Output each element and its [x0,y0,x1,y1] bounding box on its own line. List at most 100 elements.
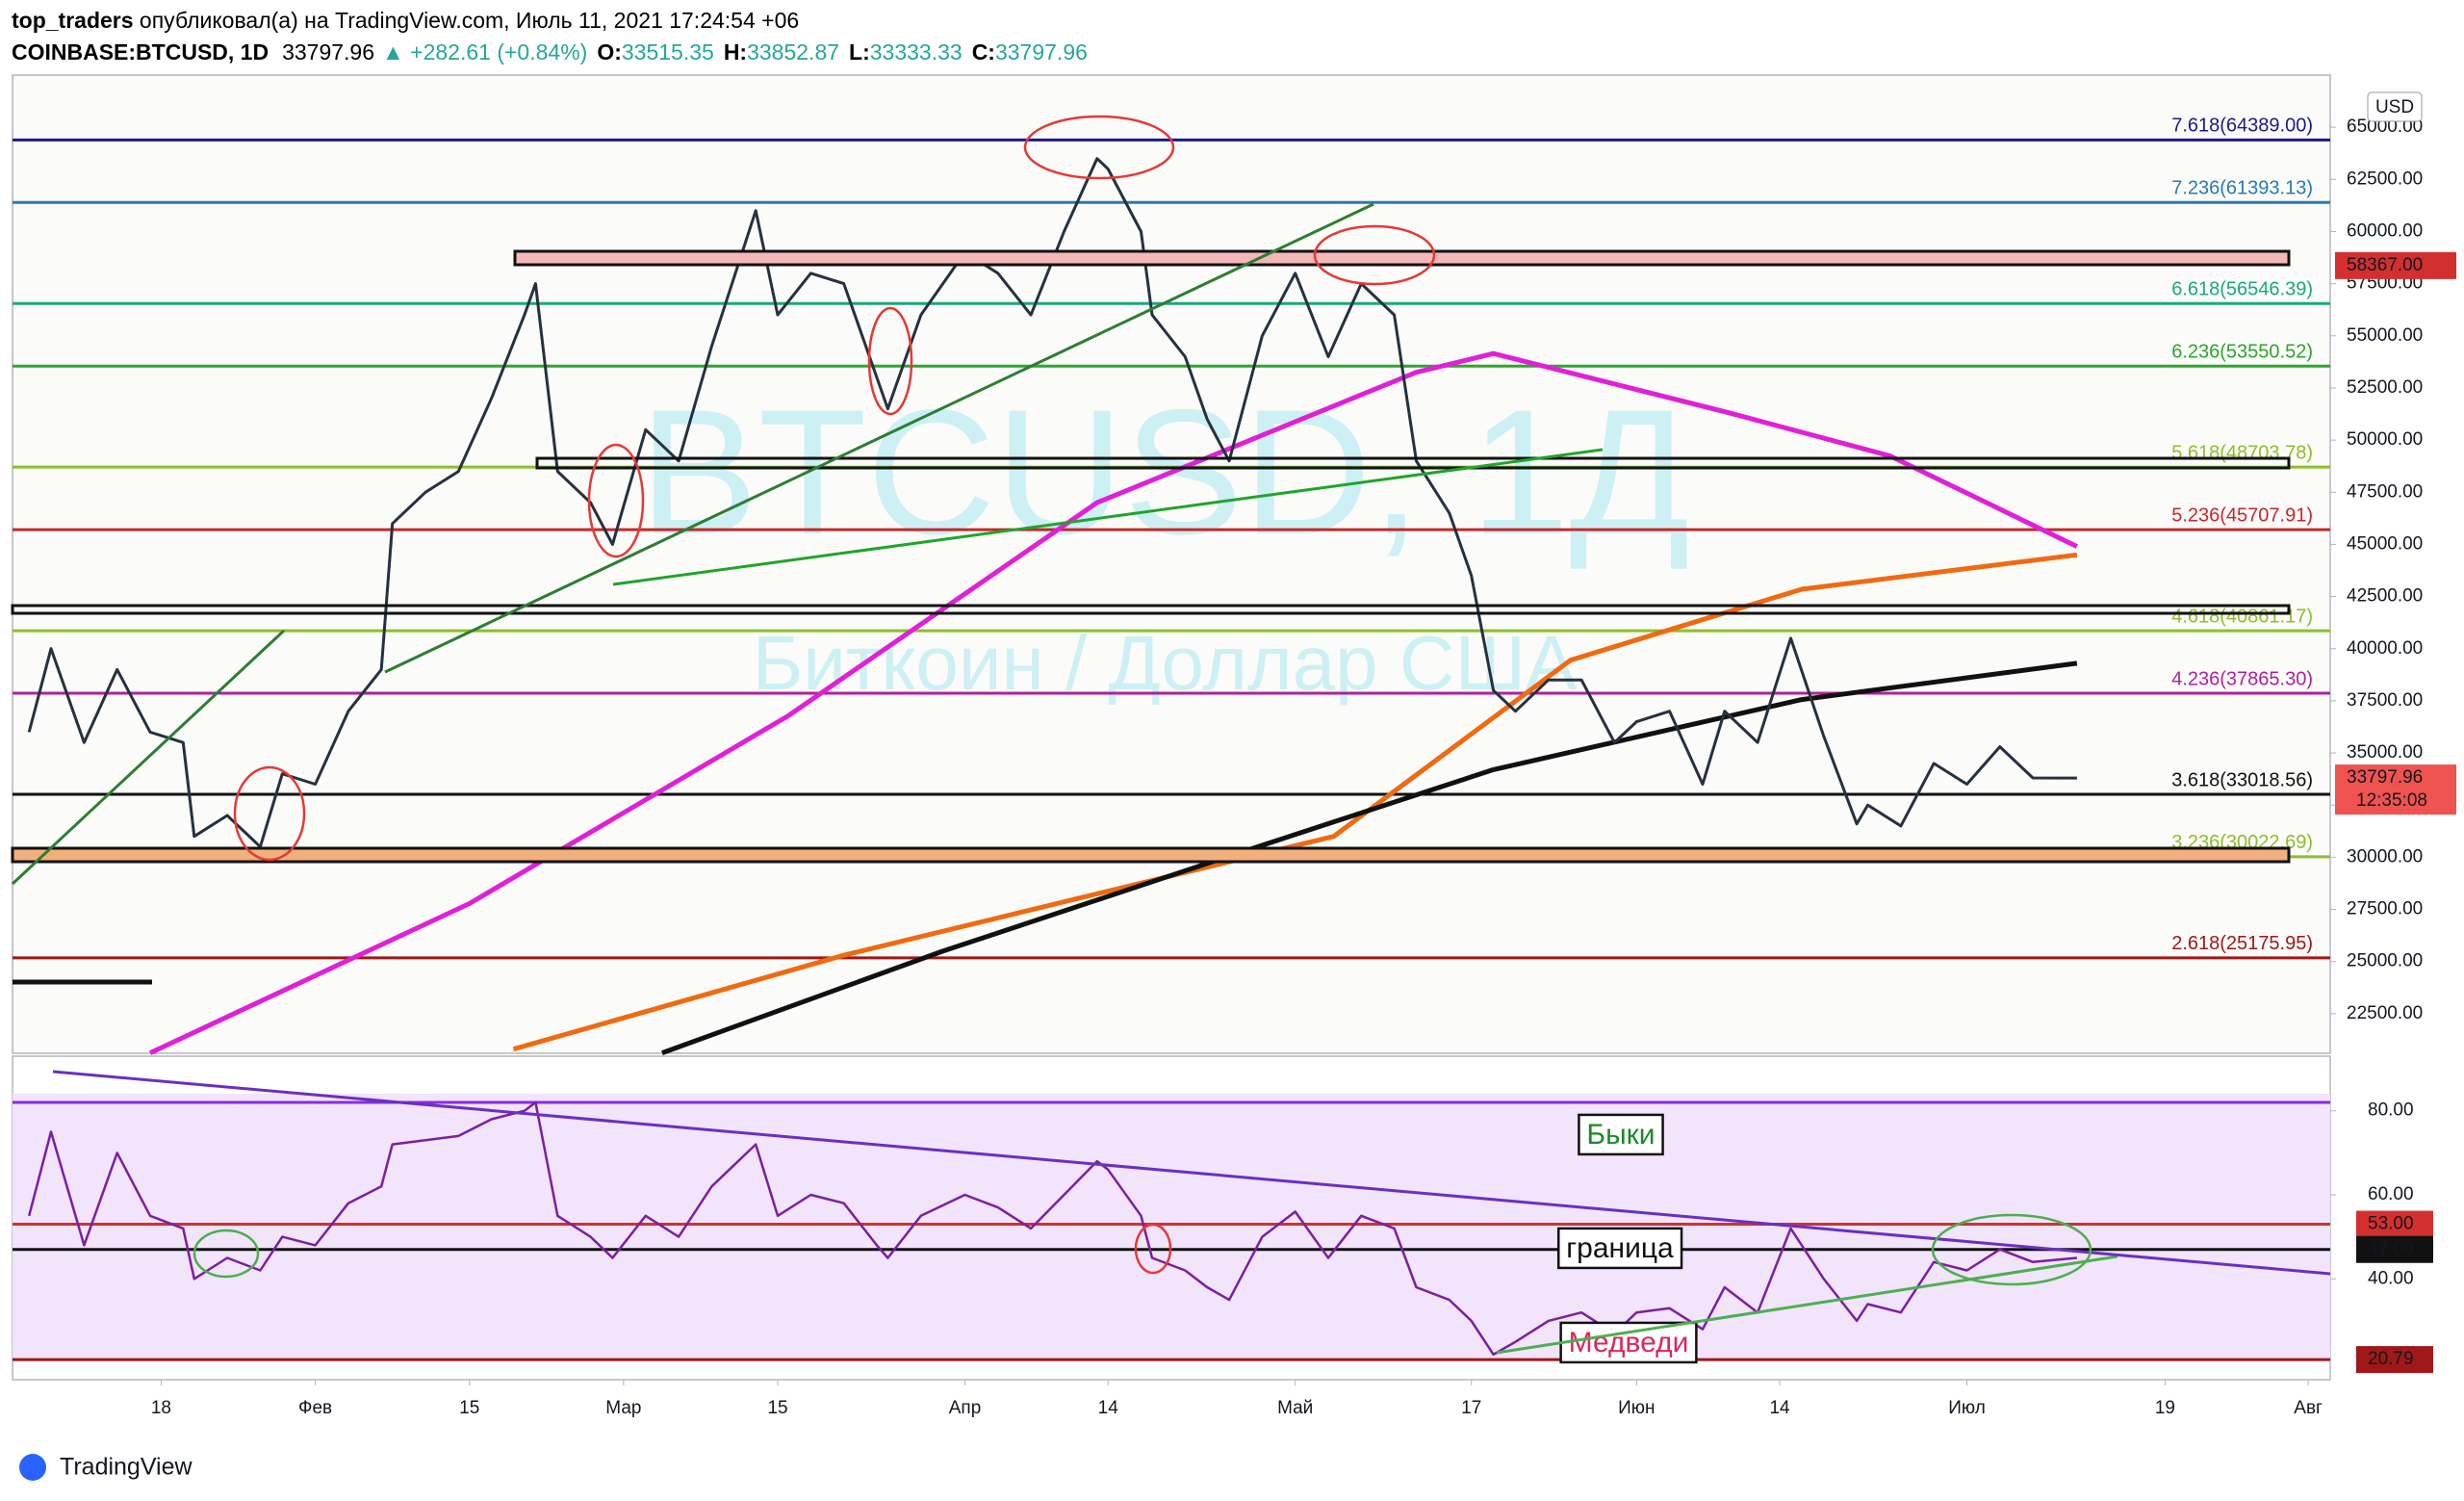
ohlc-value: 33852.87 [747,39,839,65]
zone [535,456,2291,470]
y-tick-label: 25000.00 [2347,951,2423,971]
price-line [27,157,2077,848]
price-badge-label: 33797.96 [2347,767,2423,788]
ohlc-label: L: [849,39,870,65]
published: опубликовал(а) на TradingView.com, Июль … [134,8,800,33]
x-tick-label: Фев [298,1398,332,1418]
logo [19,1454,46,1481]
watermark-sub: Биткоин / Доллар США [753,620,1578,706]
ohlc-label: C: [972,39,995,65]
x-tick-label: Мар [605,1398,641,1418]
moving-average [512,552,2078,1052]
x-tick-label: 17 [1461,1398,1481,1418]
rsi-badge [2356,1210,2433,1238]
ohlc-value: 33797.96 [995,39,1088,65]
x-tick-label: 15 [459,1398,479,1418]
rsi-badge-label: 47.00 [2368,1239,2414,1259]
fib-label: 7.618(64389.00) [2171,116,2313,137]
y-tick-label: 60000.00 [2347,220,2423,241]
circle-annotation [1023,115,1175,180]
circle-annotation [587,443,645,558]
y-tick-label: 52500.00 [2347,377,2423,398]
x-tick-label: 18 [151,1398,171,1418]
ohlc-label: O: [597,39,622,65]
rsi-tick-label: 40.00 [2368,1268,2414,1288]
currency: USD [2375,97,2414,117]
fib-label: 4.236(37865.30) [2171,668,2313,689]
trendline [11,629,286,886]
circle-annotation [1931,1213,2092,1286]
zone [513,249,2291,267]
annotation: Быки [1586,1119,1655,1151]
fib-label: 6.618(56546.39) [2171,279,2313,300]
fib-label: 2.618(25175.95) [2171,933,2313,954]
x-tick-label: 19 [2155,1398,2175,1418]
price-badge [2335,764,2456,815]
rsi-badge [2356,1346,2433,1374]
annotation-box [1559,1321,1698,1364]
change: ▲ +282.61 (+0.84%) [382,39,587,65]
currency-box [2367,91,2423,122]
zone [11,604,2291,615]
y-tick-label: 30000.00 [2347,846,2423,867]
y-tick-label: 40000.00 [2347,638,2423,659]
circle-annotation [192,1229,260,1279]
y-tick-label: 50000.00 [2347,429,2423,450]
countdown: 12:35:08 [2356,790,2427,811]
circle-annotation [867,306,913,416]
y-tick-label: 35000.00 [2347,742,2423,763]
rsi-badge-label: 53.00 [2368,1214,2414,1234]
fib-label: 7.236(61393.13) [2171,178,2313,199]
price-pane [12,74,2331,1054]
header-line: top_traders опубликовал(а) на TradingVie… [12,8,799,33]
y-tick-label: 45000.00 [2347,533,2423,554]
y-tick-label: 47500.00 [2347,481,2423,502]
moving-average [661,660,2078,1055]
x-tick-label: Авг [2294,1398,2323,1418]
rsi-badge [2356,1235,2433,1263]
x-tick-label: Апр [949,1398,982,1418]
brand: TradingView [60,1454,193,1481]
price-badge [2335,251,2456,279]
y-tick-label: 42500.00 [2347,586,2423,607]
symbol-line: COINBASE:BTCUSD, 1D 33797.96 ▲ +282.61 (+0… [12,39,1088,65]
fib-label: 4.618(40861.17) [2171,606,2313,627]
x-tick-label: Июл [1948,1398,1986,1418]
symbol: COINBASE:BTCUSD, 1D [12,39,269,65]
ohlc-value: 33515.35 [622,39,714,65]
trendline [612,448,1604,586]
ohlc-label: H: [724,39,747,65]
rsi-tick-label: 80.00 [2368,1100,2414,1121]
x-tick-label: 14 [1769,1398,1790,1418]
annotation-box [1556,1227,1683,1270]
x-tick-label: Май [1277,1398,1313,1418]
x-tick-label: Июн [1618,1398,1655,1418]
moving-average [148,350,2078,1055]
x-tick-label: 15 [767,1398,787,1418]
fib-label: 5.618(48703.78) [2171,442,2313,463]
zone [11,846,2291,864]
author: top_traders [12,8,134,33]
rsi-badge-label: 20.79 [2368,1349,2414,1369]
rsi-tick-label: 60.00 [2368,1184,2414,1204]
y-tick-label: 27500.00 [2347,899,2423,919]
y-tick-label: 55000.00 [2347,325,2423,346]
trendline [52,1070,2331,1276]
trendline [1496,1255,2118,1355]
y-tick-label: 37500.00 [2347,690,2423,711]
annotation-box [1578,1113,1664,1156]
price: 33797.96 [282,39,374,65]
trendline [384,202,1374,674]
ohlc-value: 33333.33 [870,39,962,65]
circle-annotation [1313,224,1436,286]
fib-label: 6.236(53550.52) [2171,341,2313,362]
circle-annotation [233,765,306,862]
y-tick-label: 62500.00 [2347,168,2423,189]
price-badge-label: 58367.00 [2347,255,2423,275]
rsi-line [27,1100,2078,1357]
fib-label: 5.236(45707.91) [2171,505,2313,526]
annotation: граница [1566,1232,1674,1264]
